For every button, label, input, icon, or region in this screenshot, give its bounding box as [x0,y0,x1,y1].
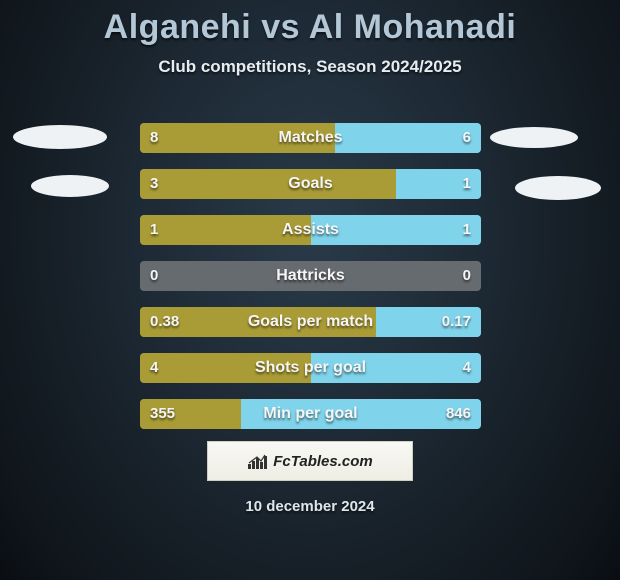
stat-value-right: 0 [463,261,471,291]
bar-right [396,169,481,199]
stats-bars-container: Matches86 Goals31 Assists11 Hattricks0 0 Goal… [140,123,481,445]
stat-value-left: 0 [150,261,158,291]
photo-placeholder-2 [31,175,109,197]
bar-left [140,123,335,153]
date-text: 10 december 2024 [0,498,620,515]
stat-row-min-per-goal: Min per goal355846 [140,399,481,429]
stat-row-assists: Assists11 [140,215,481,245]
bar-right [376,307,481,337]
bar-right [241,399,481,429]
bar-right [335,123,481,153]
photo-placeholder-4 [515,176,601,200]
bar-left [140,215,311,245]
page-subtitle: Club competitions, Season 2024/2025 [0,57,620,77]
photo-placeholder-3 [490,127,578,148]
photo-placeholder-1 [13,125,107,149]
logo-text: FcTables.com [273,453,372,470]
stat-row-matches: Matches86 [140,123,481,153]
stat-row-shots-per-goal: Shots per goal44 [140,353,481,383]
bar-left [140,399,241,429]
infographic-container: Alganehi vs Al Mohanadi Club competition… [0,0,620,580]
logo-chart-icon [247,452,269,470]
bar-left [140,353,311,383]
stat-row-hattricks: Hattricks0 0 [140,261,481,291]
fctables-logo: FcTables.com [207,441,413,481]
page-title: Alganehi vs Al Mohanadi [0,0,620,47]
bar-left [140,169,396,199]
bar-left [140,307,376,337]
bar-right [311,215,482,245]
bar-right [311,353,482,383]
stat-label: Hattricks [140,261,481,291]
stat-row-goals: Goals31 [140,169,481,199]
stat-row-goals-per-match: Goals per match0.380.17 [140,307,481,337]
